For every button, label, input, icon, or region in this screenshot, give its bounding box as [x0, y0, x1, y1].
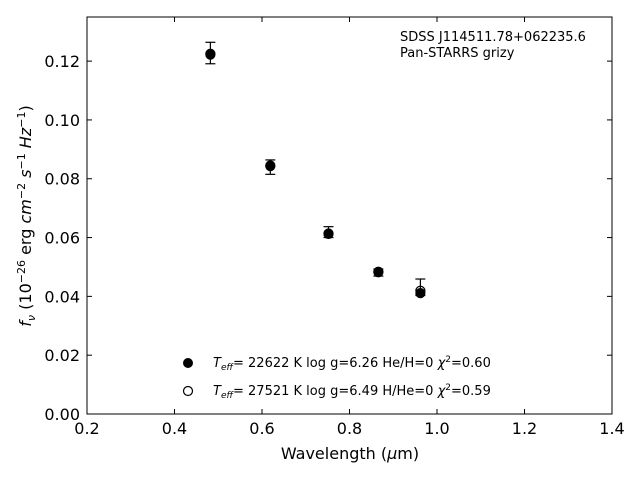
x-tick-label: 1.2 — [512, 419, 537, 438]
data-point-open — [323, 228, 334, 239]
annotation-survey: Pan-STARRS grizy — [400, 46, 515, 61]
plot-frame — [86, 16, 613, 415]
x-tick-label: 0.6 — [249, 419, 274, 438]
x-tick-label: 0.4 — [162, 419, 187, 438]
y-tick-label: 0.02 — [44, 346, 80, 365]
y-tick-label: 0.04 — [44, 287, 80, 306]
x-tick-label: 1.0 — [424, 419, 449, 438]
legend-label-series-1: Teff= 22622 K log g=6.26 He/H=0 χ2=0.60 — [213, 355, 491, 373]
y-tick-label: 0.00 — [44, 405, 80, 424]
data-point-open — [265, 160, 276, 172]
annotation-object-name: SDSS J114511.78+062235.6 — [400, 30, 586, 45]
x-tick-label: 1.4 — [599, 419, 624, 438]
x-axis-label: Wavelength (μm) — [281, 444, 419, 463]
y-axis-label: fν (10−26 erg cm−2 s−1 Hz−1) — [15, 105, 38, 326]
legend-marker-filled — [183, 358, 193, 368]
axis-ticks — [86, 17, 613, 415]
y-tick-label: 0.12 — [44, 52, 80, 71]
y-tick-label: 0.06 — [44, 229, 80, 248]
legend-marker-open — [182, 385, 194, 397]
data-markers — [205, 48, 426, 299]
y-tick-label: 0.08 — [44, 170, 80, 189]
legend: Teff= 22622 K log g=6.26 He/H=0 χ2=0.60 … — [182, 355, 491, 401]
error-bars — [205, 41, 426, 297]
x-tick-label: 0.2 — [74, 419, 99, 438]
data-point-open — [373, 267, 384, 278]
data-point-open — [415, 285, 426, 296]
x-tick-label: 0.8 — [337, 419, 362, 438]
legend-label-series-2: Teff= 27521 K log g=6.49 H/He=0 χ2=0.59 — [213, 383, 491, 401]
axis-tick-labels: 0.2 0.4 0.6 0.8 1.0 1.2 1.4 0.00 0.02 0.04 0.06 0.0… — [44, 52, 624, 438]
data-point-open — [205, 48, 216, 59]
y-tick-label: 0.10 — [44, 111, 80, 130]
